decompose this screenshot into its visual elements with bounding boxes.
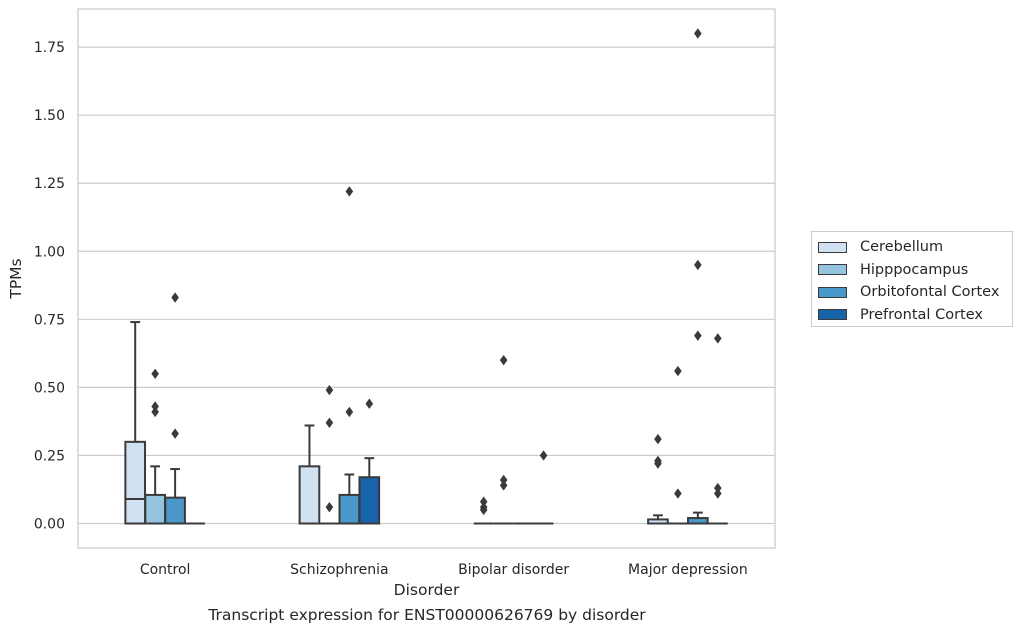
y-tick-label: 1.25: [34, 176, 65, 192]
outlier-point: [365, 398, 374, 409]
y-tick-label: 1.75: [34, 40, 65, 56]
legend-swatch: [818, 309, 847, 321]
box-2-0: [164, 292, 186, 525]
outlier-point: [479, 501, 488, 513]
chart-caption: Transcript expression for ENST0000062676…: [208, 606, 646, 624]
outlier-point: [674, 488, 682, 499]
x-tick-label: Major depression: [628, 562, 748, 578]
outlier-point: [694, 28, 702, 39]
outlier-point: [151, 401, 159, 412]
box-1-0: [144, 368, 166, 525]
outlier-point: [325, 384, 334, 396]
outlier-point: [151, 368, 159, 379]
legend-label: Prefrontal Cortex: [860, 306, 983, 323]
box-2-1: [338, 186, 361, 525]
y-axis-ticks: 0.00 0.25 0.50 0.75 1.00 1.25 1.50 1.75: [34, 40, 65, 532]
legend-swatch: [818, 241, 847, 253]
x-tick-label: Bipolar disorder: [458, 562, 569, 578]
legend-item: Prefrontal Cortex: [818, 304, 1012, 327]
box-1-1: [319, 384, 340, 525]
plot-area-frame: [77, 8, 776, 549]
legend-label: Orbitofontal Cortex: [860, 284, 1000, 301]
y-tick-label: 0.00: [34, 517, 65, 533]
y-tick-label: 1.00: [34, 244, 65, 260]
box-2-3: [687, 28, 709, 525]
legend-swatch: [818, 264, 847, 276]
outlier-point: [345, 186, 354, 197]
outlier-point: [674, 365, 682, 377]
box-1-2: [493, 354, 514, 525]
legend-label: Cerebellum: [860, 239, 944, 256]
outlier-point: [171, 292, 179, 303]
outlier-point: [499, 480, 508, 491]
legend-item: Hipppocampus: [818, 259, 1012, 282]
y-tick-label: 0.25: [34, 448, 65, 464]
outlier-point: [325, 501, 334, 513]
box-3-2: [533, 450, 554, 525]
chart-legend: Cerebellum Hipppocampus Orbitofontal Corte…: [811, 231, 1013, 327]
series-hipppocampus: [144, 354, 688, 525]
x-axis-label: Disorder: [394, 581, 460, 599]
legend-item: Cerebellum: [818, 236, 1012, 259]
box-0-2: [473, 496, 494, 525]
box-body: [338, 493, 361, 525]
outlier-point: [714, 482, 722, 494]
legend-label: Hipppocampus: [860, 261, 969, 278]
box-series: [124, 28, 728, 525]
outlier-point: [151, 406, 159, 418]
x-tick-label: Control: [140, 562, 191, 578]
box-body: [358, 476, 381, 525]
box-0-0: [124, 321, 147, 525]
box-body: [144, 493, 166, 525]
outlier-point: [654, 433, 662, 445]
outlier-point: [499, 474, 508, 486]
outlier-point: [171, 428, 179, 439]
outlier-point: [539, 450, 548, 461]
outlier-point: [499, 354, 508, 366]
outlier-point: [694, 330, 702, 341]
box-body: [298, 465, 321, 525]
box-3-3: [707, 333, 728, 525]
x-tick-label: Schizophrenia: [290, 562, 388, 578]
gridlines: [78, 46, 775, 525]
outlier-point: [325, 417, 334, 428]
outlier-point: [694, 259, 702, 271]
series-cerebellum: [124, 321, 669, 525]
outlier-point: [714, 333, 722, 344]
outlier-point: [345, 406, 354, 418]
y-tick-label: 1.50: [34, 108, 65, 124]
box-3-1: [358, 398, 381, 525]
y-tick-label: 0.75: [34, 312, 65, 328]
box-0-3: [647, 433, 669, 525]
outlier-point: [714, 488, 722, 499]
outlier-point: [654, 455, 662, 467]
x-axis-ticks: Control Schizophrenia Bipolar disorder Majo…: [140, 562, 748, 578]
legend-item: Orbitofontal Cortex: [818, 281, 1012, 304]
box-0-1: [298, 424, 321, 525]
series-prefrontal-cortex: [185, 333, 728, 525]
box-1-3: [668, 365, 688, 525]
box-body: [164, 496, 186, 525]
y-axis-label: TPMs: [7, 258, 25, 299]
box-body: [124, 440, 147, 525]
legend-swatch: [818, 286, 847, 298]
series-orbitofontal-cortex: [164, 28, 709, 525]
y-tick-label: 0.50: [34, 380, 65, 396]
outlier-point: [479, 496, 488, 507]
